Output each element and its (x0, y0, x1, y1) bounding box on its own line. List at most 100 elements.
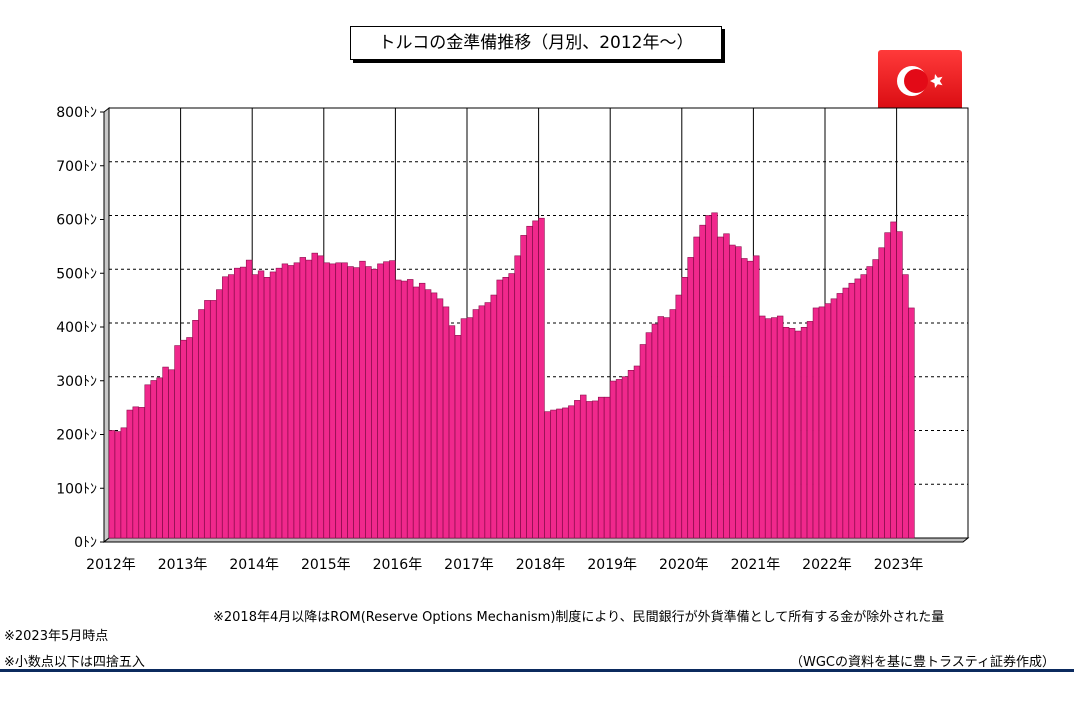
bar (389, 260, 396, 539)
bar (490, 294, 497, 539)
bar (448, 325, 456, 539)
bar (633, 365, 641, 539)
bar (806, 321, 814, 539)
bar (544, 411, 551, 539)
bar (371, 268, 378, 539)
gold-reserve-chart: 0ﾄﾝ 100ﾄﾝ 200ﾄﾝ 300ﾄﾝ 400ﾄﾝ 500ﾄﾝ 600ﾄﾝ 700ﾄﾝ 80… (56, 105, 970, 573)
bar (180, 339, 187, 539)
chart-title: トルコの金準備推移（月別、2012年～） (350, 26, 722, 60)
bar (520, 235, 527, 539)
bar (359, 260, 366, 539)
bar (729, 244, 736, 539)
bar (138, 407, 145, 539)
bar (317, 255, 324, 539)
bar (645, 332, 653, 539)
bar (794, 330, 802, 539)
bar (454, 335, 462, 539)
x-tick-label: 2017年 (444, 557, 494, 573)
bar (586, 401, 593, 539)
bar (341, 262, 348, 539)
bar (639, 344, 647, 539)
x-tick-label: 2012年 (86, 557, 136, 573)
y-tick-label: 400ﾄﾝ (56, 320, 97, 336)
x-tick-label: 2016年 (373, 557, 423, 573)
bar (508, 273, 515, 539)
bar (204, 300, 211, 539)
bar (311, 252, 318, 539)
bar (120, 427, 128, 539)
bar (896, 231, 903, 539)
bar (168, 369, 175, 539)
bar (556, 408, 563, 539)
bar (526, 225, 533, 539)
bar (770, 317, 778, 539)
bar (329, 263, 336, 539)
rom-footnote: ※2018年4月以降はROM(Reserve Options Mechanism… (213, 610, 945, 625)
bar (824, 303, 832, 539)
bar (890, 221, 897, 539)
bar (663, 317, 670, 539)
bar (502, 277, 509, 539)
bar (305, 259, 312, 539)
bar (872, 259, 879, 539)
bar (621, 376, 629, 539)
bar (681, 277, 688, 539)
bar (705, 215, 712, 539)
bar (466, 317, 474, 539)
bar (603, 396, 611, 539)
bar (866, 266, 873, 539)
as-of-note: ※2023年5月時点 (4, 629, 109, 644)
bar (830, 298, 838, 539)
bar (150, 380, 157, 539)
bar (245, 259, 253, 539)
bar (412, 286, 420, 539)
bar (788, 328, 796, 539)
bar (484, 302, 491, 539)
bar (693, 236, 700, 539)
bar (538, 217, 545, 539)
bar (293, 262, 301, 539)
bar (460, 318, 468, 539)
bar (436, 298, 444, 539)
y-tick-label: 300ﾄﾝ (56, 374, 97, 390)
bar (162, 366, 169, 539)
bar (842, 287, 849, 539)
bar (747, 260, 754, 539)
bar (299, 257, 306, 539)
bar (222, 276, 229, 539)
bar (854, 278, 861, 539)
y-tick-label: 800ﾄﾝ (56, 105, 97, 121)
bar (430, 292, 438, 539)
bar (782, 326, 790, 539)
bar (108, 430, 116, 539)
bar (198, 309, 205, 539)
bar (723, 233, 730, 539)
bar (568, 405, 575, 539)
bar (228, 274, 235, 539)
bar (365, 266, 372, 539)
bar (800, 326, 808, 539)
bar (186, 337, 193, 539)
x-tick-label: 2020年 (659, 557, 709, 573)
bar (836, 293, 843, 539)
bar (192, 320, 199, 539)
y-tick-label: 100ﾄﾝ (56, 481, 97, 497)
bar (353, 267, 360, 539)
bar (251, 274, 259, 539)
bar (126, 409, 133, 539)
y-tick-label: 0ﾄﾝ (74, 535, 97, 551)
bar (812, 307, 820, 539)
bar (597, 396, 605, 539)
chart-floor (102, 537, 970, 543)
bar (562, 407, 569, 539)
bar (580, 394, 587, 539)
bar (699, 224, 706, 539)
bar (514, 255, 521, 539)
bar (818, 306, 826, 539)
bar (496, 279, 503, 539)
turkey-flag-icon (878, 50, 962, 112)
y-tick-label: 500ﾄﾝ (56, 266, 97, 282)
bar (609, 380, 617, 539)
bar (395, 279, 402, 539)
bar (550, 409, 557, 539)
